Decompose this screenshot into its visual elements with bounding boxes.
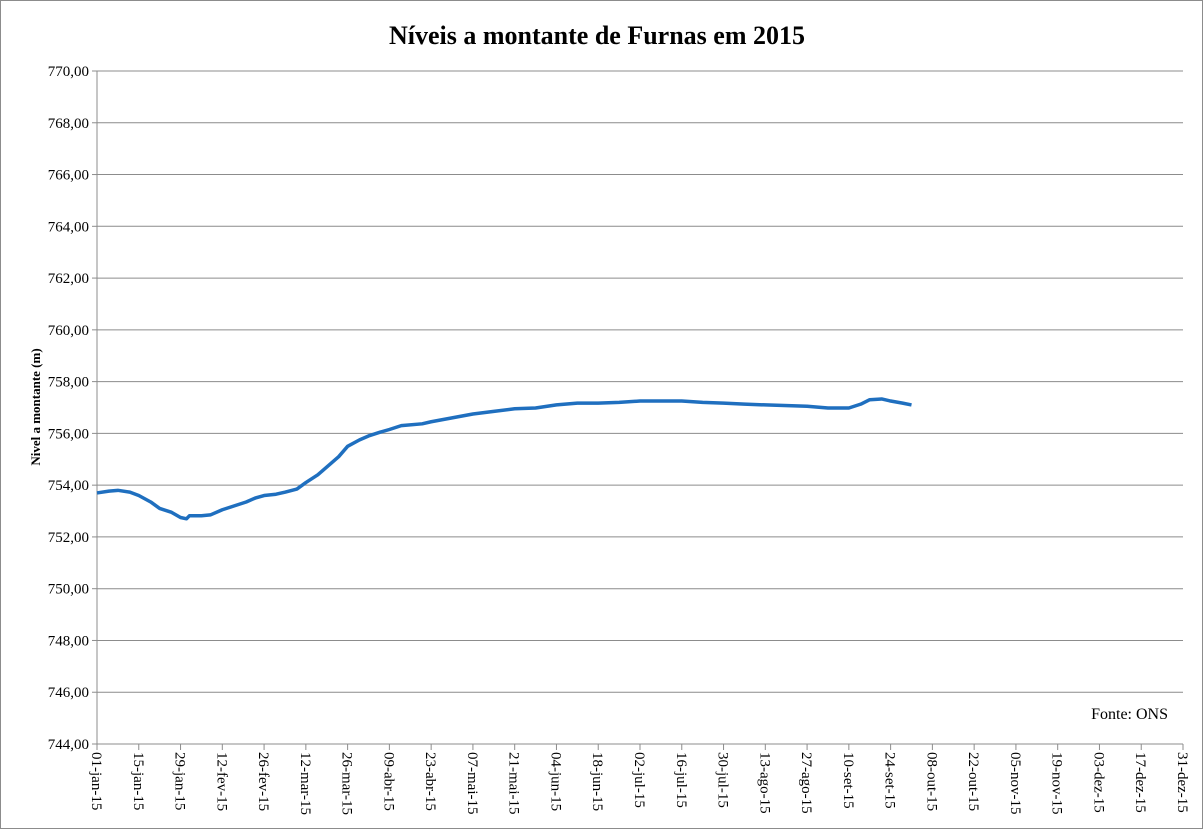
x-tick-label: 09-abr-15: [380, 752, 396, 811]
x-tick-label: 24-set-15: [882, 752, 898, 809]
y-tick-label: 764,00: [48, 219, 89, 235]
x-tick-label: 22-out-15: [965, 752, 981, 811]
x-tick-label: 19-nov-15: [1049, 752, 1065, 815]
y-tick-label: 758,00: [48, 375, 89, 391]
x-tick-label: 23-abr-15: [422, 752, 438, 811]
y-tick-label: 752,00: [48, 530, 89, 546]
x-tick-label: 15-jan-15: [130, 752, 146, 810]
x-tick-label: 26-mar-15: [339, 752, 355, 815]
data-line: [96, 397, 912, 521]
x-tick-label: 30-jul-15: [715, 752, 731, 808]
x-tick-label: 04-jun-15: [547, 752, 563, 811]
x-tick-label: 05-nov-15: [1007, 752, 1023, 815]
y-tick-label: 746,00: [48, 685, 89, 701]
x-tick-label: 08-out-15: [923, 752, 939, 811]
y-tick-label: 754,00: [48, 478, 89, 494]
x-tick-label: 12-fev-15: [213, 752, 229, 811]
y-tick-label: 760,00: [48, 323, 89, 339]
y-tick-label: 750,00: [48, 582, 89, 598]
y-tick-label: 744,00: [48, 737, 89, 753]
y-tick-label: 756,00: [48, 426, 89, 442]
x-tick-label: 01-jan-15: [88, 752, 104, 810]
x-tick-label: 17-dez-15: [1132, 752, 1148, 813]
y-tick-label: 770,00: [48, 64, 89, 80]
x-tick-label: 18-jun-15: [589, 752, 605, 811]
x-tick-label: 12-mar-15: [297, 752, 313, 815]
y-axis-label: Nivel a montante (m): [28, 348, 43, 465]
x-tick-label: 27-ago-15: [798, 752, 814, 814]
x-tick-label: 26-fev-15: [255, 752, 271, 811]
chart-title: Níveis a montante de Furnas em 2015: [389, 21, 805, 50]
annotation: Fonte: ONS: [1091, 706, 1168, 723]
x-tick-label: 03-dez-15: [1090, 752, 1106, 813]
y-tick-label: 748,00: [48, 633, 89, 649]
x-tick-label: 07-mai-15: [464, 752, 480, 814]
y-tick-label: 766,00: [48, 168, 89, 184]
x-tick-label: 29-jan-15: [172, 752, 188, 810]
x-tick-label: 10-set-15: [840, 752, 856, 809]
y-tick-label: 762,00: [48, 271, 89, 287]
x-tick-label: 16-jul-15: [673, 752, 689, 808]
x-tick-label: 13-ago-15: [756, 752, 772, 814]
x-tick-label: 31-dez-15: [1174, 752, 1190, 813]
x-tick-label: 02-jul-15: [631, 752, 647, 808]
y-tick-label: 768,00: [48, 116, 89, 132]
x-tick-label: 21-mai-15: [506, 752, 522, 814]
